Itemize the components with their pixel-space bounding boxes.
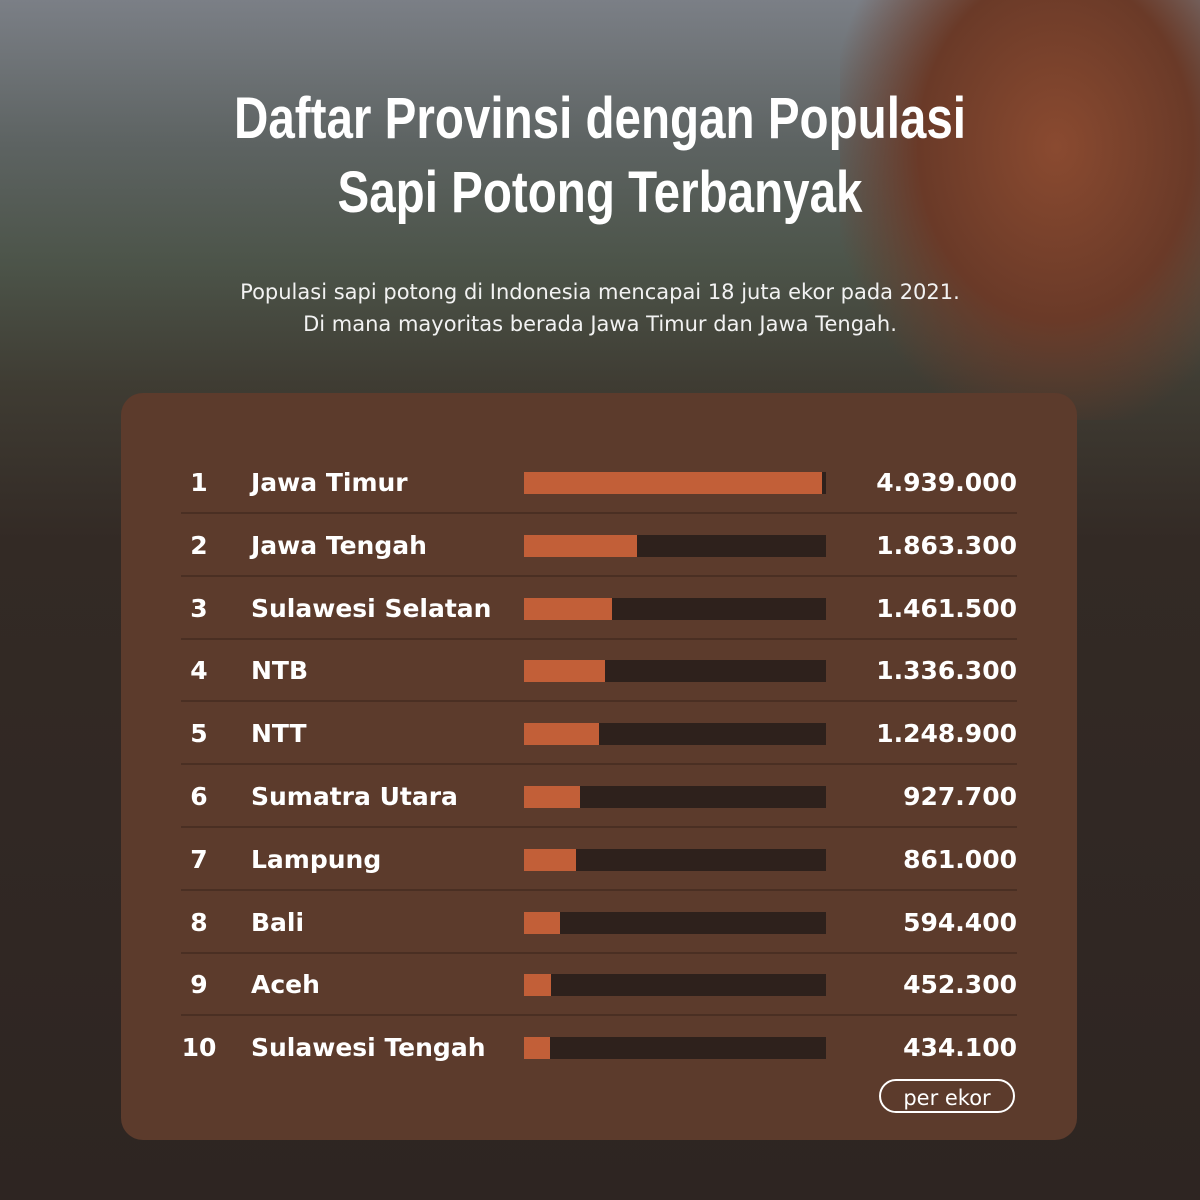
province-label: Lampung <box>251 844 382 874</box>
row-divider <box>181 1014 1017 1017</box>
bar-track <box>524 534 826 557</box>
bar <box>524 660 605 683</box>
bar <box>524 723 600 746</box>
bar <box>524 1037 551 1060</box>
province-label: Aceh <box>251 970 320 1000</box>
title-line-1: Daftar Provinsi dengan Populasi <box>233 86 967 151</box>
chart-row: 7 Lampung 861.000 <box>181 829 1017 891</box>
bar-track <box>524 911 826 934</box>
subtitle: Populasi sapi potong di Indonesia mencap… <box>0 276 1200 340</box>
bar <box>524 974 552 997</box>
chart-row: 4 NTB 1.336.300 <box>181 640 1017 703</box>
row-divider <box>181 888 1017 891</box>
rank-label: 6 <box>190 782 208 811</box>
bar <box>524 786 581 808</box>
title-line-2: Sapi Potong Terbanyak <box>337 160 863 225</box>
value-label: 1.248.900 <box>876 719 1017 749</box>
row-divider <box>181 826 1017 828</box>
rank-label: 10 <box>181 1033 217 1063</box>
bar <box>524 472 823 494</box>
rank-label: 7 <box>190 844 208 874</box>
value-label: 1.336.300 <box>876 656 1017 686</box>
bar-track <box>524 472 826 494</box>
rank-label: 1 <box>190 468 208 497</box>
chart-row: 5 NTT 1.248.900 <box>181 703 1017 766</box>
row-divider <box>181 700 1017 703</box>
bar-track <box>524 974 826 997</box>
value-label: 594.400 <box>903 907 1017 937</box>
chart-row: 3 Sulawesi Selatan 1.461.500 <box>181 578 1017 640</box>
bar <box>524 597 613 620</box>
bar-track <box>524 723 826 746</box>
value-label: 452.300 <box>903 970 1017 1000</box>
unit-badge: per ekor <box>879 1079 1015 1113</box>
value-label: 861.000 <box>903 844 1017 874</box>
chart-row: 9 Aceh 452.300 <box>181 954 1017 1017</box>
rank-label: 2 <box>190 530 208 560</box>
rank-label: 4 <box>190 656 208 686</box>
rank-label: 9 <box>190 970 208 1000</box>
value-label: 1.863.300 <box>876 530 1017 560</box>
chart-title: Daftar Provinsi dengan Populasi Sapi Pot… <box>108 82 1092 230</box>
chart-row: 2 Jawa Tengah 1.863.300 <box>181 515 1017 577</box>
bar-track <box>524 597 826 620</box>
chart-row: 1 Jawa Timur 4.939.000 <box>181 452 1017 514</box>
rank-label: 3 <box>190 593 208 623</box>
bar-track <box>524 848 826 871</box>
row-divider <box>181 574 1017 577</box>
bar <box>524 534 637 557</box>
value-label: 1.461.500 <box>876 593 1017 623</box>
value-label: 927.700 <box>903 782 1017 811</box>
bar-track <box>524 786 826 808</box>
value-label: 4.939.000 <box>876 468 1017 497</box>
province-label: NTB <box>251 656 309 686</box>
row-divider <box>181 763 1017 766</box>
value-label: 434.100 <box>903 1033 1017 1063</box>
province-label: Jawa Tengah <box>251 530 427 560</box>
province-label: Bali <box>251 907 305 937</box>
province-label: Sulawesi Tengah <box>251 1033 486 1063</box>
province-label: Sumatra Utara <box>251 782 458 811</box>
province-label: Jawa Timur <box>251 468 408 497</box>
row-divider <box>181 637 1017 640</box>
rank-label: 8 <box>190 907 208 937</box>
subtitle-line-2: Di mana mayoritas berada Jawa Timur dan … <box>303 312 897 336</box>
chart-card: per ekor 1 Jawa Timur 4.939.000 2 Jawa T… <box>121 393 1077 1140</box>
bar-track <box>524 1037 826 1060</box>
row-divider <box>181 951 1017 954</box>
bar <box>524 848 576 871</box>
chart-row: 6 Sumatra Utara 927.700 <box>181 766 1017 828</box>
bar-track <box>524 660 826 683</box>
chart-row: 10 Sulawesi Tengah 434.100 <box>181 1017 1017 1079</box>
cow-photo <box>840 0 1200 420</box>
row-divider <box>181 512 1017 514</box>
subtitle-line-1: Populasi sapi potong di Indonesia mencap… <box>240 280 960 304</box>
bar <box>524 911 560 934</box>
province-label: NTT <box>251 719 307 749</box>
province-label: Sulawesi Selatan <box>251 593 492 623</box>
rank-label: 5 <box>190 719 208 749</box>
chart-row: 8 Bali 594.400 <box>181 892 1017 954</box>
